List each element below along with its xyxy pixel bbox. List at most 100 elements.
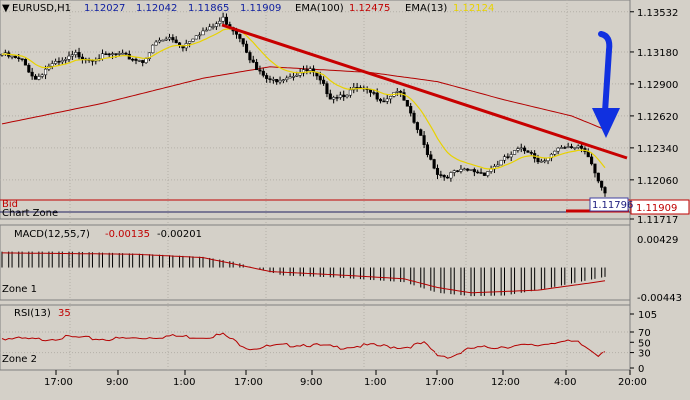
candle-body — [188, 41, 192, 44]
candle-body — [211, 26, 215, 28]
candle-body — [502, 156, 507, 161]
time-tick-label: 1:00 — [173, 377, 195, 388]
candle-body — [335, 97, 339, 99]
candle-body — [553, 150, 557, 155]
candle-body — [586, 151, 590, 158]
candle-body — [281, 79, 285, 81]
candle-body — [137, 60, 141, 62]
candle-body — [308, 68, 312, 71]
rsi-tick-label: 50 — [638, 338, 651, 349]
candle-body — [57, 61, 61, 63]
price-tick-label: 1.12900 — [637, 80, 678, 91]
rsi-tick-label: 70 — [638, 328, 651, 339]
time-tick-label: 9:00 — [106, 377, 128, 388]
ema13-line-group — [1, 28, 606, 170]
candle-body — [251, 59, 255, 63]
candle-body — [442, 174, 446, 178]
candle-body — [466, 168, 470, 171]
candle-body — [559, 147, 564, 149]
candle-body — [539, 160, 543, 163]
candle-body — [124, 52, 128, 55]
candle-body — [54, 61, 58, 64]
candle-body — [80, 56, 84, 60]
candle-body — [389, 96, 393, 100]
candle-body — [17, 57, 21, 59]
candle-body — [151, 44, 155, 54]
candle-body — [576, 145, 580, 148]
candle-body — [224, 16, 228, 25]
candle-body — [271, 79, 275, 81]
candle-body — [27, 64, 31, 73]
candle-body — [462, 168, 466, 171]
time-tick-label: 4:00 — [554, 377, 576, 388]
candle-body — [596, 172, 600, 182]
candle-body — [422, 135, 426, 145]
candle-body — [409, 106, 413, 114]
candle-body — [569, 146, 574, 149]
candle-body — [459, 169, 463, 172]
candle-body — [50, 63, 54, 67]
macd-tick-label: 0.00429 — [637, 235, 678, 246]
candle-body — [70, 54, 74, 57]
candle-body — [261, 70, 265, 76]
candle-body — [255, 61, 259, 71]
candle-body — [446, 176, 450, 179]
candle-body — [593, 163, 597, 174]
candles-group — [0, 12, 607, 197]
time-tick-label: 12:00 — [491, 377, 520, 388]
candle-body — [117, 53, 121, 55]
symbol-label: EURUSD,H1 — [12, 3, 71, 14]
candle-body — [556, 147, 560, 152]
candle-body — [479, 172, 483, 174]
macd-histogram-group — [1, 251, 606, 297]
candle-body — [141, 60, 145, 63]
candle-body — [429, 154, 433, 160]
candle-body — [600, 180, 604, 188]
candle-body — [100, 53, 105, 59]
candle-body — [13, 55, 17, 58]
price-axis: 1.13532 1.13180 1.12900 1.12620 1.12340 1.120… — [630, 8, 678, 226]
candle-body — [332, 97, 336, 100]
candle-body — [402, 92, 406, 101]
candle-body — [74, 52, 78, 55]
candle-body — [37, 76, 41, 80]
candle-body — [305, 69, 309, 71]
macd-label: MACD(12,55,7) — [14, 229, 90, 240]
candle-body — [482, 172, 486, 176]
candle-body — [412, 112, 416, 123]
candle-body — [265, 75, 269, 79]
down-arrow-icon[interactable] — [592, 31, 620, 138]
bid-overlay-label: 1.11796 — [592, 200, 633, 211]
candle-body — [590, 156, 594, 165]
time-tick-label: 17:00 — [425, 377, 454, 388]
candle-body — [439, 174, 443, 176]
zone2-label: Zone 2 — [2, 354, 37, 365]
candle-body — [486, 171, 490, 176]
candle-body — [395, 91, 399, 93]
candle-body — [298, 72, 302, 76]
candle-body — [449, 172, 453, 179]
candle-body — [33, 75, 38, 80]
candle-body — [469, 169, 473, 171]
trendline[interactable] — [221, 23, 628, 160]
candle-body — [288, 76, 292, 79]
candle-body — [208, 26, 212, 31]
candle-body — [318, 75, 322, 81]
price-tick-label: 1.11717 — [637, 215, 678, 226]
candle-body — [60, 60, 64, 63]
candle-body — [415, 122, 419, 130]
candle-body — [348, 89, 352, 96]
time-tick-label: 9:00 — [300, 377, 322, 388]
bid-price-label: 1.11909 — [636, 203, 677, 214]
candle-body — [144, 58, 148, 63]
candle-body — [563, 147, 567, 149]
candle-body — [218, 20, 222, 24]
candle-body — [77, 52, 81, 58]
rsi-tick-label: 0 — [638, 364, 644, 375]
time-tick-label: 1:00 — [364, 377, 386, 388]
candle-body — [573, 147, 577, 149]
candle-body — [526, 150, 530, 153]
macd-tick-label: -0.00443 — [637, 293, 682, 304]
time-tick-label: 20:00 — [618, 377, 647, 388]
